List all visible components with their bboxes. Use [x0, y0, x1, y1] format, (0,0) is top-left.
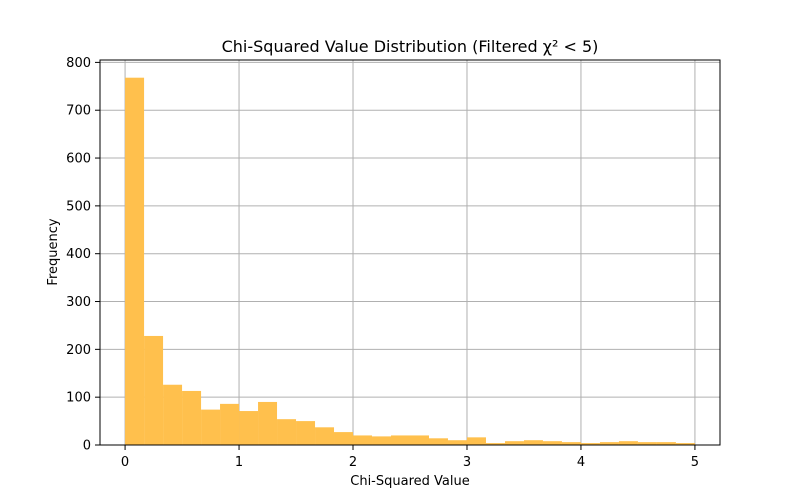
- y-tick-label: 800: [66, 56, 91, 71]
- y-axis-label: Frequency: [46, 218, 61, 285]
- histogram-bars: [125, 77, 695, 446]
- y-tick-label: 500: [66, 199, 91, 214]
- histogram-bar: [447, 440, 467, 445]
- x-tick-label: 3: [463, 455, 471, 470]
- y-tick-label: 400: [66, 247, 91, 262]
- x-tick-label: 5: [691, 455, 699, 470]
- histogram-bar: [466, 437, 486, 445]
- y-tick-label: 0: [83, 439, 91, 454]
- histogram-bar: [258, 401, 278, 445]
- histogram-bar: [523, 440, 543, 445]
- y-axis-ticks: 0 100 200 300 400 500 600 700 800: [66, 56, 100, 454]
- histogram-bar: [163, 384, 183, 445]
- histogram-bar: [315, 427, 335, 445]
- y-tick-label: 200: [66, 343, 91, 358]
- x-tick-label: 4: [577, 455, 585, 470]
- histogram-bar: [542, 441, 562, 445]
- histogram-bar: [220, 403, 240, 445]
- histogram-bar: [372, 436, 392, 445]
- y-tick-label: 700: [66, 104, 91, 119]
- histogram-bar: [656, 442, 676, 445]
- histogram-bar: [410, 435, 429, 445]
- histogram-bar: [334, 432, 354, 445]
- chart-title: Chi-Squared Value Distribution (Filtered…: [222, 37, 599, 56]
- histogram-bar: [561, 442, 581, 445]
- histogram-bar: [618, 441, 638, 445]
- histogram-bar: [125, 77, 145, 446]
- histogram-bar: [353, 435, 373, 445]
- x-axis-label: Chi-Squared Value: [350, 474, 469, 489]
- histogram-bar: [391, 435, 410, 445]
- histogram-bar: [599, 442, 619, 445]
- histogram-bar: [201, 409, 221, 445]
- histogram-bar: [675, 443, 695, 445]
- histogram-bar: [277, 419, 297, 445]
- x-tick-label: 0: [121, 455, 129, 470]
- y-tick-label: 300: [66, 295, 91, 310]
- histogram-bar: [296, 421, 316, 445]
- histogram-bar: [182, 390, 202, 445]
- x-axis-ticks: 0 1 2 3 4 5: [121, 445, 699, 470]
- histogram-bar: [637, 442, 657, 445]
- y-tick-label: 600: [66, 152, 91, 167]
- histogram-bar: [580, 443, 600, 445]
- plot-frame: [99, 59, 721, 446]
- histogram-bar: [144, 335, 164, 445]
- grid-lines: [100, 60, 720, 446]
- x-tick-label: 2: [349, 455, 357, 470]
- histogram-bar: [239, 411, 259, 445]
- x-tick-label: 1: [235, 455, 243, 470]
- y-tick-label: 100: [66, 391, 91, 406]
- histogram-bar: [428, 438, 448, 445]
- histogram-bar: [485, 443, 505, 445]
- histogram-bar: [504, 441, 524, 445]
